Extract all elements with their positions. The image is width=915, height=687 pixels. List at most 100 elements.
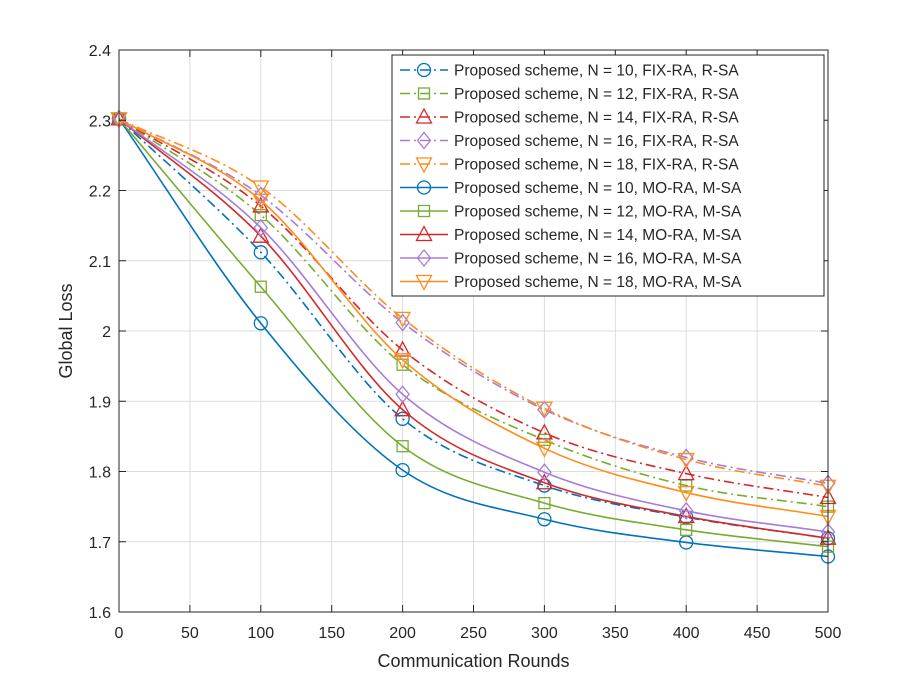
data-point	[394, 400, 412, 417]
data-point	[395, 411, 410, 426]
legend-marker	[416, 62, 432, 78]
series-line	[118, 118, 829, 533]
x-axis-title: Communication Rounds	[377, 651, 569, 671]
x-tick-label: 250	[460, 625, 487, 642]
data-point	[396, 440, 409, 453]
y-tick-label: 2	[102, 324, 111, 341]
legend-item: Proposed scheme, N = 18, FIX-RA, R-SA	[400, 157, 739, 174]
legend-marker	[415, 274, 433, 291]
x-tick-label: 150	[318, 625, 345, 642]
legend-item: Proposed scheme, N = 18, MO-RA, M-SA	[400, 274, 742, 291]
data-point	[677, 464, 695, 481]
x-tick-label: 500	[815, 625, 842, 642]
data-point	[535, 401, 553, 418]
series-line	[118, 118, 829, 540]
x-tick-label: 200	[389, 625, 416, 642]
data-point	[252, 193, 270, 210]
y-tick-label: 2.4	[89, 43, 111, 60]
legend-item: Proposed scheme, N = 12, MO-RA, M-SA	[400, 204, 742, 221]
x-tick-label: 50	[181, 625, 199, 642]
data-point	[394, 340, 412, 357]
legend-marker	[415, 225, 433, 242]
legend-label: Proposed scheme, N = 18, MO-RA, M-SA	[454, 274, 742, 291]
legend-label: Proposed scheme, N = 18, FIX-RA, R-SA	[454, 157, 739, 174]
data-point	[394, 353, 412, 370]
legend-marker	[416, 248, 432, 268]
data-point	[395, 313, 410, 332]
legend-label: Proposed scheme, N = 14, MO-RA, M-SA	[454, 227, 742, 244]
x-tick-label: 0	[115, 625, 124, 642]
x-tick-label: 450	[744, 625, 771, 642]
legend-item: Proposed scheme, N = 10, MO-RA, M-SA	[400, 180, 742, 197]
y-axis-title: Global Loss	[56, 283, 76, 378]
data-point	[538, 496, 551, 510]
legend-item: Proposed scheme, N = 12, FIX-RA, R-SA	[400, 86, 739, 103]
legend-label: Proposed scheme, N = 10, FIX-RA, R-SA	[454, 63, 739, 80]
legend-label: Proposed scheme, N = 12, FIX-RA, R-SA	[454, 86, 739, 103]
data-point	[677, 485, 695, 502]
data-point	[537, 463, 552, 482]
x-tick-label: 400	[673, 625, 700, 642]
series-line	[118, 118, 829, 508]
y-tick-label: 1.6	[89, 605, 111, 622]
data-point	[535, 473, 553, 490]
series-line	[118, 118, 829, 558]
legend-marker	[416, 131, 432, 150]
legend-marker	[417, 204, 431, 218]
data-point	[254, 280, 267, 293]
data-point	[538, 433, 551, 447]
series-line	[118, 118, 829, 485]
data-point	[253, 186, 269, 205]
legend-item: Proposed scheme, N = 16, FIX-RA, R-SA	[400, 131, 739, 150]
series-8	[110, 109, 837, 545]
data-point	[252, 196, 270, 213]
data-point	[253, 245, 268, 260]
legend: Proposed scheme, N = 10, FIX-RA, R-SA Pro…	[391, 54, 825, 297]
axis-ticks: 0 50 100 150 200 250 300 350 400 450 500 1.6 1.7 1.8 1…	[89, 43, 842, 642]
series-line	[118, 118, 829, 540]
legend-item: Proposed scheme, N = 14, MO-RA, M-SA	[400, 225, 742, 244]
data-point	[252, 226, 270, 243]
y-tick-label: 1.8	[89, 465, 111, 482]
data-point	[535, 441, 553, 458]
legend-marker	[415, 107, 433, 124]
legend-box	[391, 54, 825, 297]
data-point	[678, 448, 694, 467]
y-tick-label: 2.3	[89, 113, 111, 130]
legend-label: Proposed scheme, N = 16, MO-RA, M-SA	[454, 251, 742, 268]
data-point	[537, 512, 552, 527]
legend-label: Proposed scheme, N = 14, FIX-RA, R-SA	[454, 110, 739, 127]
x-tick-label: 100	[247, 625, 274, 642]
legend-marker	[415, 157, 433, 174]
data-point	[678, 501, 694, 520]
data-point	[677, 507, 695, 524]
legend-label: Proposed scheme, N = 16, FIX-RA, R-SA	[454, 133, 739, 150]
data-point	[252, 180, 270, 197]
series-line	[118, 118, 829, 548]
series-9	[111, 109, 836, 541]
legend-label: Proposed scheme, N = 12, MO-RA, M-SA	[454, 204, 742, 221]
y-tick-label: 1.9	[89, 394, 111, 411]
legend-marker	[416, 180, 432, 195]
x-tick-label: 300	[531, 625, 558, 642]
legend-marker	[417, 87, 431, 100]
series-line	[118, 118, 829, 518]
data-point	[677, 452, 695, 469]
data-point	[395, 385, 410, 404]
data-point	[253, 316, 268, 331]
legend-label: Proposed scheme, N = 10, MO-RA, M-SA	[454, 180, 742, 197]
legend-item: Proposed scheme, N = 14, FIX-RA, R-SA	[400, 107, 739, 127]
data-point	[253, 218, 269, 237]
y-tick-label: 2.2	[89, 184, 111, 201]
series-line	[118, 118, 829, 488]
y-tick-label: 2.1	[89, 254, 111, 271]
data-point	[535, 423, 553, 440]
legend-item: Proposed scheme, N = 16, MO-RA, M-SA	[400, 248, 742, 268]
y-tick-label: 1.7	[89, 535, 111, 552]
data-point	[394, 311, 412, 328]
x-tick-label: 350	[602, 625, 629, 642]
data-point	[395, 462, 410, 478]
legend-item: Proposed scheme, N = 10, FIX-RA, R-SA	[400, 63, 739, 80]
data-point	[680, 523, 693, 536]
